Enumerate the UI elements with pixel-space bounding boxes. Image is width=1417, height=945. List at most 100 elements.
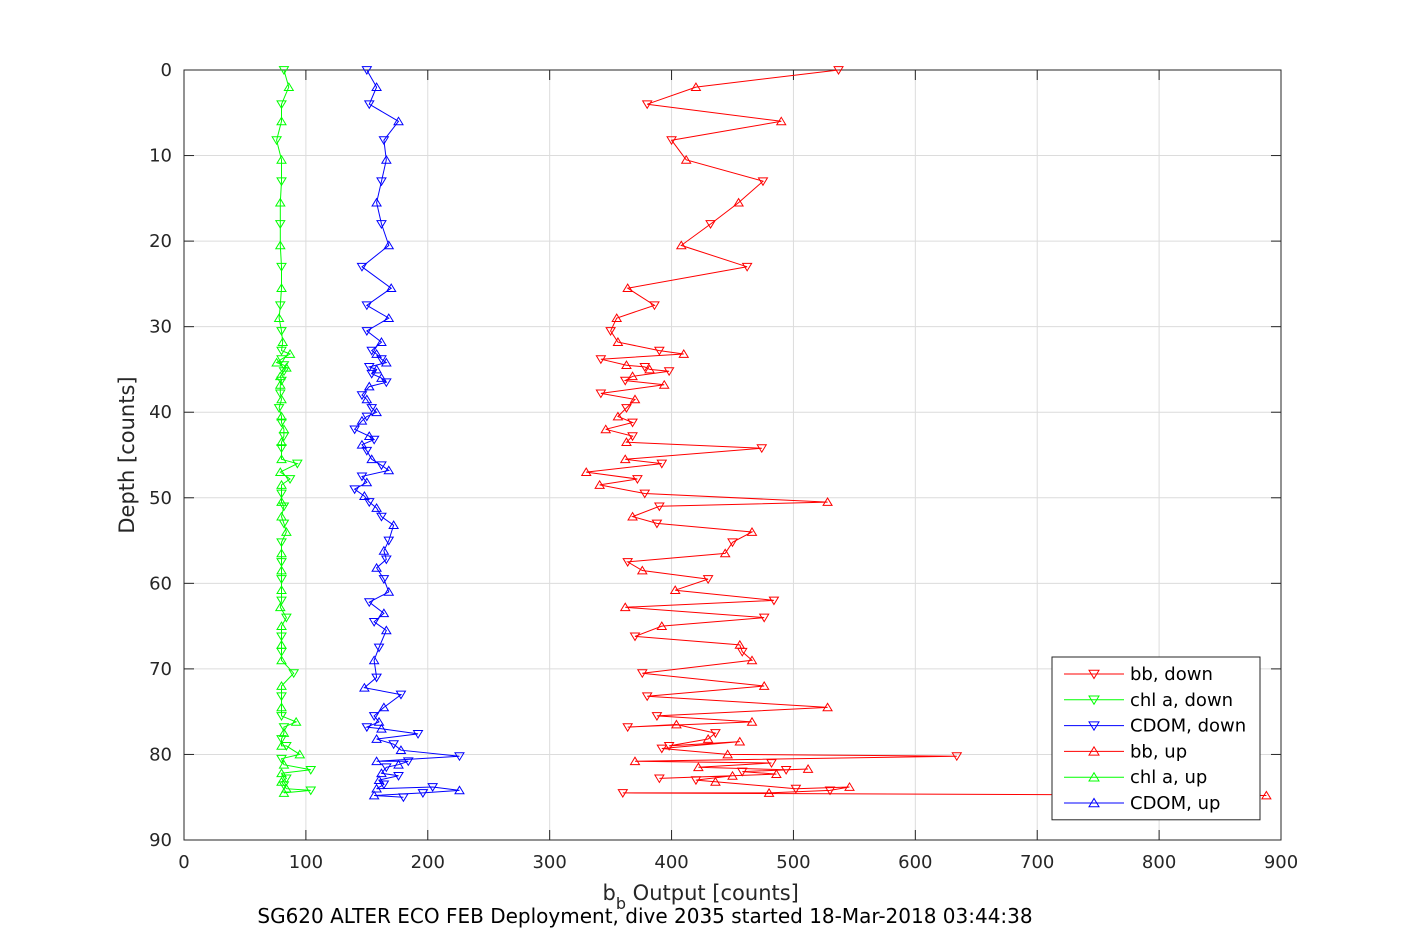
marker-down (617, 789, 629, 798)
marker-down (378, 780, 390, 790)
marker-down (622, 723, 634, 733)
marker-up (276, 283, 287, 293)
marker-down (380, 378, 392, 388)
marker-down (276, 647, 287, 657)
x-axis-title-rest: Output [counts] (626, 881, 799, 905)
marker-down (627, 432, 638, 442)
marker-down (605, 327, 616, 336)
marker-down (356, 391, 368, 401)
marker-down (278, 66, 290, 76)
x-axis-ticks: 0 100 200 300 400 500 600 700 800 900 (178, 70, 1298, 873)
marker-up (274, 197, 286, 207)
series-line (353, 69, 460, 798)
marker-up (276, 680, 287, 690)
marker-up (371, 503, 382, 512)
legend-entry: CDOM, down (1064, 716, 1246, 737)
marker-up (356, 439, 368, 449)
marker-up (371, 197, 382, 207)
marker-up (612, 411, 624, 421)
marker-down (651, 712, 663, 721)
marker-down (380, 763, 392, 773)
marker-down (276, 489, 287, 499)
series-cdom-down (349, 66, 465, 803)
x-tick-label: 600 (898, 852, 932, 873)
marker-up (619, 454, 631, 464)
marker-up (361, 477, 373, 487)
marker-down (710, 729, 721, 739)
marker-up (356, 415, 368, 425)
marker-down (280, 742, 292, 751)
y-tick-label: 30 (149, 317, 172, 338)
marker-up (276, 585, 287, 595)
marker-up (644, 364, 656, 374)
marker-up (371, 349, 382, 358)
legend-marker-up (1088, 797, 1100, 808)
marker-down (349, 485, 361, 495)
x-axis-title-subscript: b (616, 894, 626, 913)
y-tick-label: 40 (149, 402, 172, 423)
marker-down (741, 262, 753, 272)
legend-entry: bb, up (1064, 741, 1187, 762)
marker-up (770, 769, 782, 778)
marker-down (361, 301, 373, 311)
marker-down (656, 459, 668, 469)
marker-down (278, 502, 290, 512)
marker-up (627, 371, 638, 381)
marker-up (658, 379, 670, 389)
marker-down (376, 355, 387, 365)
marker-down (278, 723, 290, 733)
marker-up (376, 723, 387, 733)
marker-up (294, 749, 306, 759)
marker-down (595, 355, 607, 365)
marker-down (276, 355, 287, 365)
marker-up (378, 545, 390, 555)
x-tick-label: 200 (411, 852, 445, 873)
marker-up (276, 154, 287, 164)
marker-down (627, 418, 638, 428)
marker-up (822, 497, 833, 506)
marker-down (276, 444, 287, 454)
marker-down (276, 538, 287, 548)
marker-up (273, 313, 285, 322)
marker-up (636, 565, 648, 575)
marker-down (274, 220, 286, 230)
marker-down (398, 793, 409, 803)
marker-down (376, 177, 387, 187)
marker-up (371, 364, 382, 374)
marker-down (636, 669, 648, 679)
marker-down (276, 177, 287, 187)
marker-up (627, 511, 638, 521)
marker-down (388, 740, 400, 750)
marker-down (951, 752, 963, 762)
marker-down (651, 519, 663, 529)
marker-down (276, 712, 287, 721)
marker-down (368, 712, 380, 721)
legend-box (1051, 656, 1261, 821)
marker-up (276, 479, 287, 489)
legend-marker-down (1088, 669, 1100, 680)
marker-down (288, 669, 300, 679)
y-tick-label: 50 (149, 488, 172, 509)
marker-up (363, 381, 375, 391)
marker-up (373, 716, 385, 726)
marker-up (380, 357, 392, 367)
marker-up (388, 520, 400, 530)
marker-up (278, 787, 290, 797)
marker-down (363, 598, 375, 608)
marker-up (276, 565, 287, 575)
marker-up (371, 756, 382, 766)
marker-down (727, 538, 738, 548)
marker-up (276, 116, 287, 126)
marker-down (284, 475, 296, 484)
x-tick-label: 800 (1142, 852, 1176, 873)
marker-up (278, 759, 290, 769)
marker-down (378, 136, 390, 146)
y-axis-title: Depth [counts] (115, 376, 139, 533)
marker-up (678, 349, 690, 358)
marker-down (276, 100, 287, 110)
marker-up (621, 360, 632, 370)
marker-up (371, 82, 382, 91)
marker-down (705, 220, 716, 230)
y-tick-label: 10 (149, 146, 172, 167)
